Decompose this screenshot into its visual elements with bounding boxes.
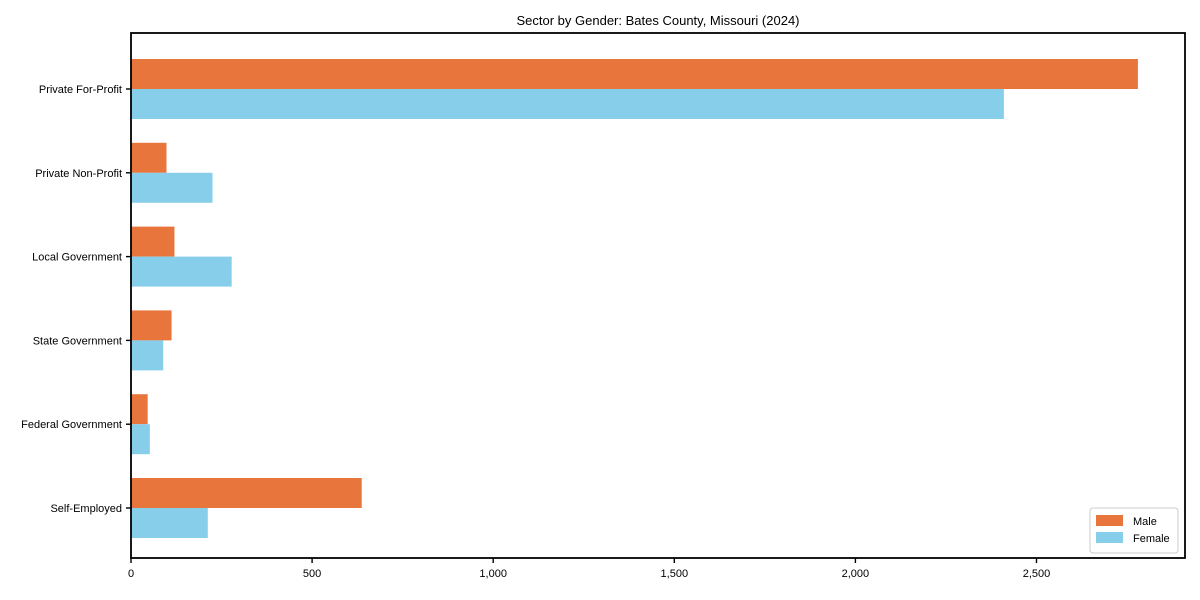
bar-male-0 <box>131 59 1138 89</box>
y-tick-label: Federal Government <box>21 419 122 431</box>
x-tick-label: 1,500 <box>661 568 689 580</box>
y-tick-label: Self-Employed <box>50 503 122 515</box>
bar-male-2 <box>131 226 175 257</box>
x-tick-label: 500 <box>303 568 321 580</box>
legend-swatch-male <box>1096 515 1123 526</box>
plot-border <box>130 32 1186 559</box>
bar-female-2 <box>131 256 232 287</box>
legend-label-female: Female <box>1133 533 1170 545</box>
bar-female-3 <box>131 340 164 371</box>
bar-male-3 <box>131 310 172 341</box>
bar-female-4 <box>131 424 150 455</box>
x-tick-label: 0 <box>128 568 134 580</box>
legend-label-male: Male <box>1133 516 1157 528</box>
x-tick-label: 2,500 <box>1023 568 1051 580</box>
y-tick-label: Local Government <box>32 252 122 264</box>
legend-swatch-female <box>1096 532 1123 543</box>
y-tick-label: State Government <box>33 335 122 347</box>
y-tick-label: Private For-Profit <box>39 84 122 96</box>
bar-female-1 <box>131 172 213 203</box>
legend-box <box>1089 507 1179 554</box>
bar-male-1 <box>131 142 167 173</box>
bar-female-5 <box>131 508 208 538</box>
bar-male-4 <box>131 394 148 425</box>
x-tick-label: 2,000 <box>842 568 870 580</box>
plot-area: Private For-Profit Private Non-Profit Loca… <box>21 32 1186 580</box>
y-tick-label: Private Non-Profit <box>35 168 122 180</box>
x-tick-label: 1,000 <box>479 568 507 580</box>
bar-male-5 <box>131 478 362 508</box>
bar-female-0 <box>131 89 1004 119</box>
chart-title: Sector by Gender: Bates County, Missouri… <box>517 13 800 28</box>
